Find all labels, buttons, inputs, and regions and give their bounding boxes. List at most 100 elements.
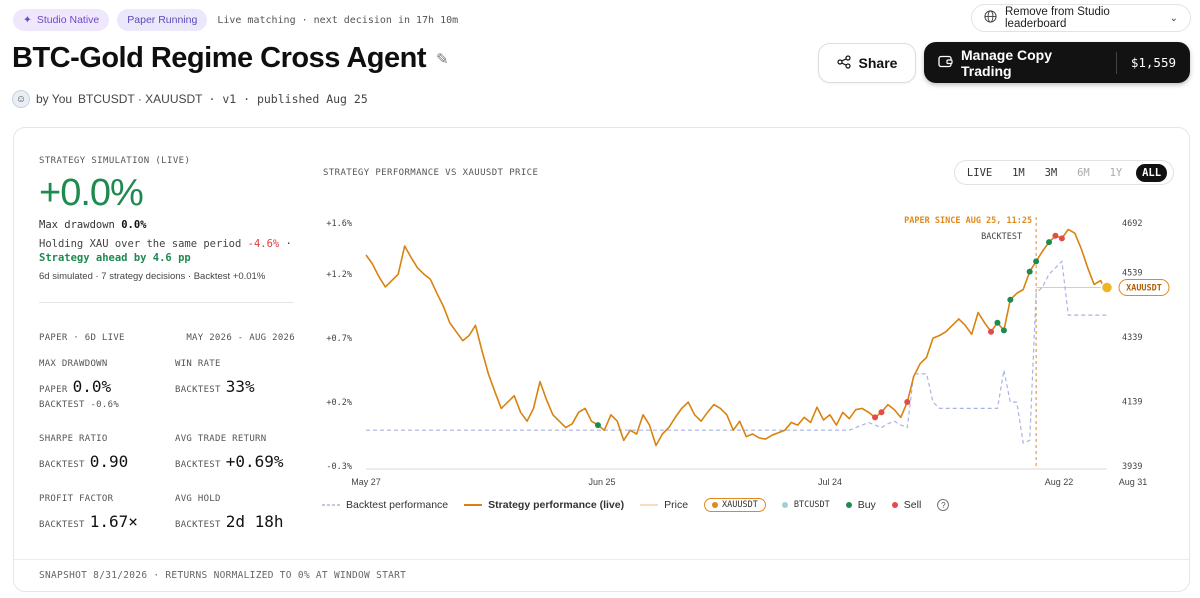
stat-key: PAPER	[39, 385, 68, 395]
y-right-tick-label: 4139	[1122, 397, 1142, 407]
y-left-tick-label: +0.7%	[326, 334, 352, 344]
range-1y[interactable]: 1Y	[1109, 166, 1123, 179]
button-divider	[1115, 51, 1117, 74]
buy-marker	[1046, 239, 1053, 246]
buy-marker	[594, 422, 601, 429]
stat-value: 0.90	[89, 452, 129, 471]
backtest-series-line	[366, 260, 1107, 444]
edit-pencil-icon[interactable]: ✎	[436, 50, 449, 68]
legend-buy: Buy	[845, 499, 876, 511]
btc-dot	[781, 502, 788, 508]
copy-trading-label: Manage Copy Trading	[961, 46, 1053, 79]
x-tick-label: Jun 25	[588, 477, 615, 487]
xau-dot	[712, 502, 719, 508]
max-drawdown-value: 0.0%	[121, 219, 147, 231]
price-tag-label: XAUUSDT	[1126, 284, 1162, 294]
y-left-tick-label: +0.2%	[326, 398, 352, 408]
range-label: MAY 2026 - AUG 2026	[186, 333, 295, 343]
x-tick-label: May 27	[351, 477, 381, 487]
range-selector: LIVE 1M 3M 6M 1Y ALL	[954, 160, 1174, 185]
help-icon[interactable]: ?	[937, 499, 950, 511]
paper-label: PAPER · 6D LIVE	[39, 333, 125, 343]
range-live[interactable]: LIVE	[966, 166, 993, 179]
legend-live-label: Strategy performance (live)	[488, 499, 625, 511]
stat-key: BACKTEST	[175, 385, 221, 395]
range-6m[interactable]: 6M	[1077, 166, 1090, 179]
author: by You	[36, 92, 73, 106]
sell-dot	[891, 502, 898, 508]
last-price-dot	[1100, 281, 1114, 294]
remove-from-leaderboard-button[interactable]: Remove from Studio leaderboard ⌄	[971, 4, 1191, 32]
holding-prefix: Holding XAU over the same period	[39, 238, 242, 250]
stat-title: AVG TRADE RETURN	[175, 434, 267, 444]
paper-header: PAPER · 6D LIVE MAY 2026 - AUG 2026	[39, 333, 295, 343]
divider	[39, 302, 294, 303]
globe-icon	[984, 10, 997, 26]
stat-value: +0.69%	[225, 452, 284, 471]
chart-title: STRATEGY PERFORMANCE VS XAUUSDT PRICE	[323, 168, 539, 178]
legend-backtest[interactable]: Backtest performance	[322, 499, 448, 511]
legend-price-label: Price	[664, 499, 689, 511]
max-drawdown-line: Max drawdown 0.0%	[39, 219, 297, 231]
buy-marker	[1033, 258, 1040, 265]
strategy-card: STRATEGY SIMULATION (LIVE) +0.0% Max dra…	[13, 127, 1190, 592]
sell-marker	[904, 399, 911, 406]
legend-sell: Sell	[891, 499, 921, 511]
legend-live[interactable]: Strategy performance (live)	[464, 499, 624, 511]
simulation-summary: 6d simulated · 7 strategy decisions · Ba…	[39, 271, 266, 282]
stat-value: 2d 18h	[225, 512, 284, 531]
snapshot-footer: SNAPSHOT 8/31/2026 · RETURNS NORMALIZED …	[14, 559, 1189, 591]
sparkle-icon: ✦	[23, 14, 32, 26]
x-tick-label: Jul 24	[818, 477, 842, 487]
manage-copy-trading-button[interactable]: Manage Copy Trading $1,559	[924, 42, 1190, 83]
legend-xauusdt-pill[interactable]: XAUUSDT	[704, 498, 766, 512]
legend-btcusdt[interactable]: BTCUSDT	[781, 500, 830, 510]
share-button[interactable]: Share	[818, 43, 916, 83]
simulation-label: STRATEGY SIMULATION (LIVE)	[39, 156, 191, 166]
paper-since-label: PAPER SINCE AUG 25, 11:25	[904, 216, 1032, 226]
share-label: Share	[858, 55, 898, 71]
backtest-tag: BACKTEST	[981, 232, 1022, 242]
range-3m[interactable]: 3M	[1044, 166, 1058, 179]
copy-trading-amount: $1,559	[1130, 55, 1176, 70]
stat-avg-trade-return: AVG TRADE RETURN BACKTEST +0.69%	[175, 434, 284, 471]
stat-title: MAX DRAWDOWN	[39, 359, 108, 369]
stat-profit-factor: PROFIT FACTOR BACKTEST 1.67×	[39, 494, 138, 531]
range-all[interactable]: ALL	[1136, 163, 1168, 182]
legend-buy-label: Buy	[857, 499, 876, 511]
stat-title: PROFIT FACTOR	[39, 494, 114, 504]
stat-key: BACKTEST	[175, 520, 221, 530]
legend-price[interactable]: Price	[640, 499, 688, 511]
studio-native-label: Studio Native	[36, 14, 100, 26]
y-right-tick-label: 4539	[1122, 268, 1142, 278]
y-left-tick-label: +1.2%	[326, 270, 352, 280]
version-info: · v1 · published Aug 25	[208, 92, 368, 106]
page-title: BTC-Gold Regime Cross Agent	[12, 42, 427, 74]
legend-backtest-label: Backtest performance	[346, 499, 449, 511]
legend-btc-label: BTCUSDT	[793, 500, 830, 510]
stat-sub: BACKTEST -0.6%	[39, 400, 120, 410]
stat-key: BACKTEST	[39, 520, 85, 530]
holding-comparison: Holding XAU over the same period -4.6% ·…	[39, 238, 292, 264]
paper-running-label: Paper Running	[127, 14, 198, 26]
y-right-tick-label: 3939	[1122, 462, 1142, 472]
legend-xau-label: XAUUSDT	[722, 500, 758, 510]
holding-value: -4.6%	[247, 238, 280, 250]
range-1m[interactable]: 1M	[1012, 166, 1025, 179]
strategy-return: +0.0%	[39, 172, 144, 214]
y-left-tick-label: -0.3%	[326, 462, 352, 472]
buy-dot	[845, 502, 852, 508]
remove-label: Remove from Studio leaderboard	[1005, 6, 1110, 30]
stat-max-drawdown: MAX DRAWDOWN PAPER 0.0% BACKTEST -0.6%	[39, 359, 119, 410]
y-right-tick-label: 4339	[1122, 333, 1142, 343]
paper-running-badge: Paper Running	[117, 9, 208, 31]
live-status-text: Live matching · next decision in 17h 10m	[217, 14, 459, 26]
sell-marker	[872, 414, 879, 421]
sell-marker	[1058, 235, 1065, 242]
stat-title: SHARPE RATIO	[39, 434, 108, 444]
stat-win-rate: WIN RATE BACKTEST 33%	[175, 359, 255, 396]
share-icon	[836, 54, 851, 72]
stat-key: BACKTEST	[39, 460, 85, 470]
x-tick-label: Aug 31	[1119, 477, 1148, 487]
sell-marker	[988, 328, 995, 335]
